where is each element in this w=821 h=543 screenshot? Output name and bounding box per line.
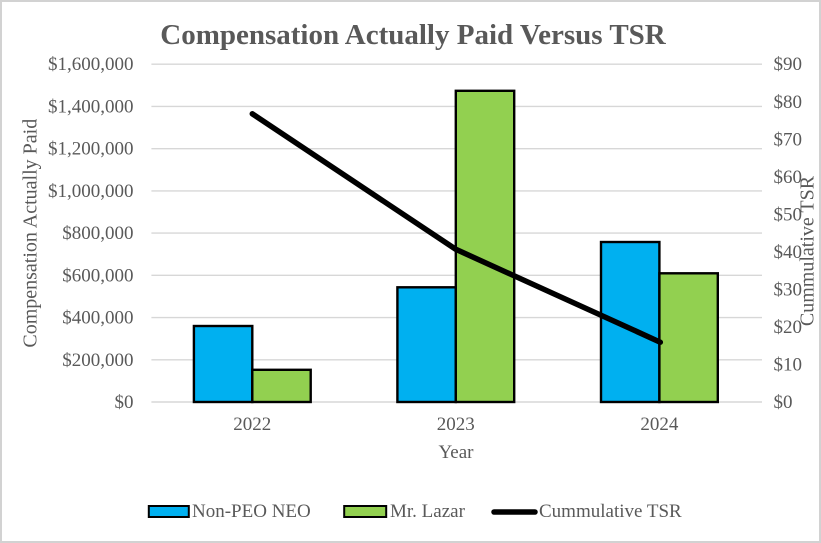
svg-text:$1,000,000: $1,000,000 — [48, 181, 134, 202]
svg-text:$50: $50 — [774, 204, 803, 225]
svg-text:Non-PEO NEO: Non-PEO NEO — [192, 501, 311, 522]
svg-text:$10: $10 — [774, 355, 803, 376]
svg-text:2024: 2024 — [640, 414, 679, 435]
svg-text:Mr. Lazar: Mr. Lazar — [390, 501, 466, 522]
svg-text:$60: $60 — [774, 167, 803, 188]
svg-text:$70: $70 — [774, 129, 803, 150]
svg-text:$40: $40 — [774, 242, 803, 263]
svg-text:$90: $90 — [774, 54, 803, 75]
svg-text:$1,400,000: $1,400,000 — [48, 96, 134, 117]
svg-text:$0: $0 — [115, 392, 134, 413]
svg-text:$1,600,000: $1,600,000 — [48, 54, 134, 75]
svg-text:Cummulative TSR: Cummulative TSR — [797, 175, 819, 326]
svg-text:$800,000: $800,000 — [62, 223, 133, 244]
svg-text:Compensation Actually Paid Ver: Compensation Actually Paid Versus TSR — [160, 19, 667, 51]
svg-text:$600,000: $600,000 — [62, 265, 133, 286]
svg-text:$1,200,000: $1,200,000 — [48, 139, 134, 160]
svg-text:$400,000: $400,000 — [62, 308, 133, 329]
svg-text:$200,000: $200,000 — [62, 350, 133, 371]
svg-text:$30: $30 — [774, 279, 803, 300]
svg-text:$0: $0 — [774, 392, 793, 413]
svg-text:2022: 2022 — [233, 414, 271, 435]
svg-text:$20: $20 — [774, 317, 803, 338]
svg-text:Compensation Actually Paid: Compensation Actually Paid — [20, 119, 42, 348]
svg-text:Year: Year — [438, 442, 474, 463]
svg-text:2023: 2023 — [437, 414, 475, 435]
svg-text:$80: $80 — [774, 92, 803, 113]
svg-text:Cummulative TSR: Cummulative TSR — [539, 501, 682, 522]
